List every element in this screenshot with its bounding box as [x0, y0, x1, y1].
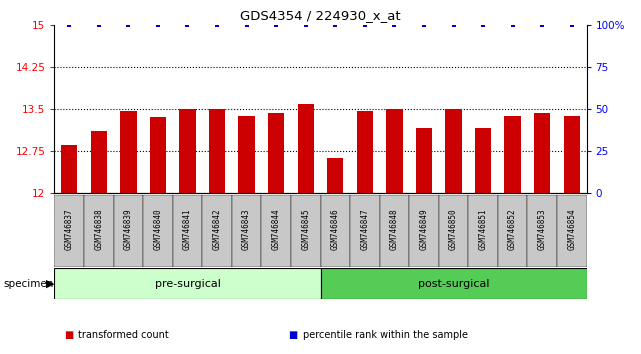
Bar: [387, 109, 403, 193]
Text: ▶: ▶: [46, 279, 54, 289]
Text: GSM746852: GSM746852: [508, 209, 517, 250]
Point: [94, 22, 104, 28]
Bar: [150, 117, 166, 193]
Point: [123, 22, 133, 28]
Bar: [563, 116, 580, 193]
Text: ■: ■: [64, 330, 73, 339]
Text: ■: ■: [288, 330, 297, 339]
Bar: [498, 195, 528, 267]
Bar: [528, 195, 557, 267]
Text: GSM746838: GSM746838: [94, 209, 103, 250]
Text: GSM746846: GSM746846: [331, 209, 340, 250]
Point: [64, 22, 74, 28]
Bar: [262, 195, 291, 267]
Text: GSM746839: GSM746839: [124, 209, 133, 250]
Point: [567, 22, 577, 28]
Bar: [504, 115, 520, 193]
Point: [448, 22, 458, 28]
Point: [478, 22, 488, 28]
Bar: [121, 110, 137, 193]
Text: specimen: specimen: [3, 279, 54, 289]
Text: GSM746854: GSM746854: [567, 209, 576, 250]
Point: [389, 22, 399, 28]
Bar: [409, 195, 438, 267]
Text: transformed count: transformed count: [78, 330, 169, 339]
Text: GSM746848: GSM746848: [390, 209, 399, 250]
Bar: [350, 195, 379, 267]
Point: [508, 22, 518, 28]
Bar: [475, 129, 491, 193]
Point: [271, 22, 281, 28]
Point: [301, 22, 311, 28]
Bar: [297, 104, 314, 193]
Bar: [416, 129, 432, 193]
Point: [212, 22, 222, 28]
Text: GSM746840: GSM746840: [153, 209, 162, 250]
Text: GSM746845: GSM746845: [301, 209, 310, 250]
Text: GSM746849: GSM746849: [419, 209, 428, 250]
Bar: [90, 131, 107, 193]
Bar: [143, 195, 172, 267]
Bar: [238, 116, 254, 193]
Text: GDS4354 / 224930_x_at: GDS4354 / 224930_x_at: [240, 9, 401, 22]
Bar: [327, 158, 344, 193]
Text: GSM746843: GSM746843: [242, 209, 251, 250]
Point: [537, 22, 547, 28]
Bar: [84, 195, 113, 267]
Text: GSM746847: GSM746847: [360, 209, 369, 250]
Text: GSM746853: GSM746853: [538, 209, 547, 250]
Bar: [179, 109, 196, 193]
Bar: [203, 195, 232, 267]
Bar: [445, 109, 462, 193]
Text: GSM746850: GSM746850: [449, 209, 458, 250]
Point: [242, 22, 252, 28]
Bar: [356, 110, 373, 193]
Bar: [54, 268, 320, 299]
Bar: [557, 195, 587, 267]
Bar: [113, 195, 143, 267]
Bar: [232, 195, 262, 267]
Text: GSM746851: GSM746851: [479, 209, 488, 250]
Bar: [469, 195, 498, 267]
Bar: [54, 195, 84, 267]
Bar: [172, 195, 203, 267]
Point: [419, 22, 429, 28]
Bar: [320, 268, 587, 299]
Text: GSM746842: GSM746842: [213, 209, 222, 250]
Point: [153, 22, 163, 28]
Text: GSM746841: GSM746841: [183, 209, 192, 250]
Point: [360, 22, 370, 28]
Text: percentile rank within the sample: percentile rank within the sample: [303, 330, 467, 339]
Text: post-surgical: post-surgical: [418, 279, 489, 289]
Point: [330, 22, 340, 28]
Text: GSM746837: GSM746837: [65, 209, 74, 250]
Point: [183, 22, 193, 28]
Text: GSM746844: GSM746844: [272, 209, 281, 250]
Bar: [438, 195, 469, 267]
Bar: [320, 195, 350, 267]
Bar: [379, 195, 409, 267]
Bar: [209, 109, 225, 193]
Bar: [61, 145, 78, 193]
Text: pre-surgical: pre-surgical: [154, 279, 221, 289]
Bar: [291, 195, 320, 267]
Bar: [534, 113, 551, 193]
Bar: [268, 113, 285, 193]
